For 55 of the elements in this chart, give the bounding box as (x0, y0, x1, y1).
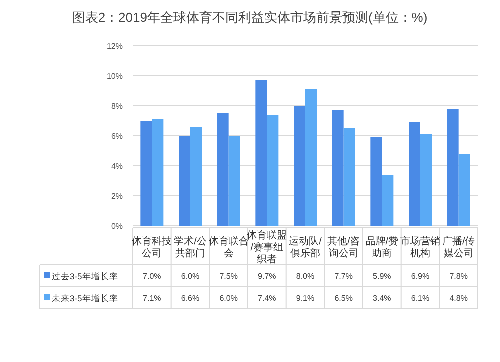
bar (370, 138, 382, 226)
bar (267, 115, 279, 226)
x-tick-label: 运动队/俱乐部 (289, 236, 322, 260)
x-tick-label: 其他/咨询公司 (327, 236, 360, 260)
bar (179, 136, 190, 226)
y-tick-label: 6% (111, 132, 123, 141)
data-label: 6.1% (411, 294, 430, 303)
bar (190, 127, 202, 226)
x-tick-label: 体育联合会 (208, 236, 249, 260)
bar (447, 109, 459, 226)
y-tick-label: 10% (106, 72, 123, 81)
data-label: 7.4% (258, 294, 276, 303)
data-label: 6.0% (181, 272, 200, 281)
data-label: 9.7% (258, 272, 276, 281)
data-label: 6.6% (181, 294, 200, 303)
data-label: 7.8% (450, 272, 468, 281)
data-label: 5.9% (373, 272, 392, 281)
data-label: 7.5% (220, 272, 238, 281)
bar (332, 110, 344, 226)
bar (382, 175, 394, 226)
bar (294, 106, 306, 226)
x-tick-label: 学术/公共部门 (174, 236, 207, 260)
legend-label: 未来3-5年增长率 (52, 294, 118, 304)
data-label: 7.1% (143, 294, 162, 303)
data-label: 4.8% (450, 294, 468, 303)
data-label: 6.5% (334, 294, 353, 303)
bar (217, 114, 229, 226)
bar (228, 136, 240, 226)
bar (420, 134, 432, 226)
x-tick-label: 广播/传媒公司 (442, 236, 476, 260)
bar (152, 120, 164, 226)
data-label: 7.7% (334, 272, 353, 281)
bar (409, 122, 420, 226)
data-label: 6.0% (220, 294, 238, 303)
y-tick-label: 8% (111, 102, 123, 111)
bar (256, 80, 268, 226)
x-tick-label: 体育科技公司 (132, 236, 172, 260)
data-label: 9.1% (296, 294, 315, 303)
data-label: 3.4% (373, 294, 392, 303)
data-label: 6.9% (411, 272, 430, 281)
y-tick-label: 2% (111, 192, 123, 201)
data-label: 7.0% (143, 272, 162, 281)
x-tick-label: 市场营销机构 (400, 236, 440, 260)
y-tick-label: 0% (111, 222, 123, 231)
data-label: 8.0% (296, 272, 315, 281)
chart-title: 图表2：2019年全球体育不同利益实体市场前景预测(单位：%) (72, 10, 428, 25)
bar (344, 128, 356, 226)
x-tick-label: 体育联盟/赛事组织者 (247, 230, 288, 266)
y-tick-label: 12% (106, 42, 123, 51)
bar (306, 90, 317, 226)
legend-label: 过去3-5年增长率 (52, 272, 118, 282)
x-tick-label: 品牌/赞助商 (366, 236, 399, 260)
bar (458, 154, 470, 226)
bar (140, 121, 152, 226)
y-tick-label: 4% (111, 162, 123, 171)
